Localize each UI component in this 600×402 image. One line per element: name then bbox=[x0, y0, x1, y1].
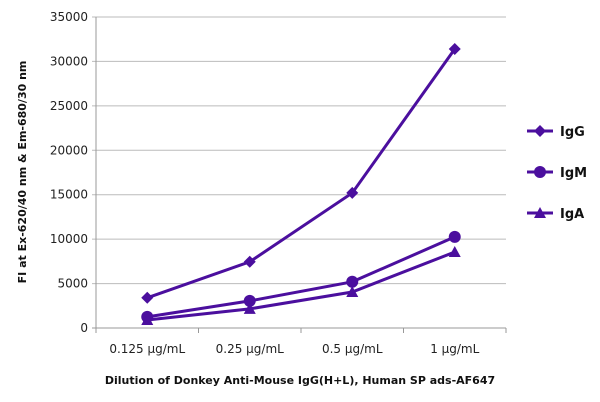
data-point-igm bbox=[448, 230, 461, 243]
data-point-iga bbox=[346, 286, 359, 298]
data-point-igg bbox=[243, 255, 256, 268]
x-tick-label: 0.125 µg/mL bbox=[109, 342, 185, 356]
series-line-igm bbox=[147, 235, 456, 319]
y-tick-label: 20000 bbox=[50, 143, 88, 157]
y-tick-label: 5000 bbox=[57, 277, 88, 291]
data-point-iga bbox=[141, 314, 154, 326]
y-tick-label: 10000 bbox=[50, 232, 88, 246]
legend-label: IgG bbox=[560, 125, 585, 140]
data-point-igg bbox=[141, 291, 154, 304]
data-point-igg bbox=[448, 42, 461, 55]
series-line-igg bbox=[146, 48, 456, 300]
y-tick-label: 30000 bbox=[50, 54, 88, 68]
y-axis-label: FI at Ex-620/40 nm & Em-680/30 nm bbox=[16, 61, 29, 284]
data-point-igm bbox=[346, 275, 359, 288]
legend-marker-iga bbox=[534, 207, 546, 218]
data-point-iga bbox=[448, 246, 461, 258]
x-tick-label: 1 µg/mL bbox=[430, 342, 479, 356]
y-tick-label: 0 bbox=[80, 321, 88, 335]
series-line-iga bbox=[147, 250, 456, 322]
legend-marker-igg bbox=[534, 125, 546, 137]
x-axis-label: Dilution of Donkey Anti-Mouse IgG(H+L), … bbox=[105, 374, 495, 387]
x-tick-label: 0.25 µg/mL bbox=[216, 342, 285, 356]
y-tick-label: 25000 bbox=[50, 99, 88, 113]
legend-marker-igm bbox=[534, 166, 546, 178]
data-point-igm bbox=[243, 294, 256, 307]
y-tick-label: 35000 bbox=[50, 10, 88, 24]
y-tick-label: 15000 bbox=[50, 188, 88, 202]
x-tick-label: 0.5 µg/mL bbox=[322, 342, 383, 356]
legend-label: IgA bbox=[560, 207, 584, 222]
data-point-iga bbox=[243, 302, 256, 314]
legend-label: IgM bbox=[560, 166, 587, 181]
data-point-igg bbox=[346, 186, 359, 199]
